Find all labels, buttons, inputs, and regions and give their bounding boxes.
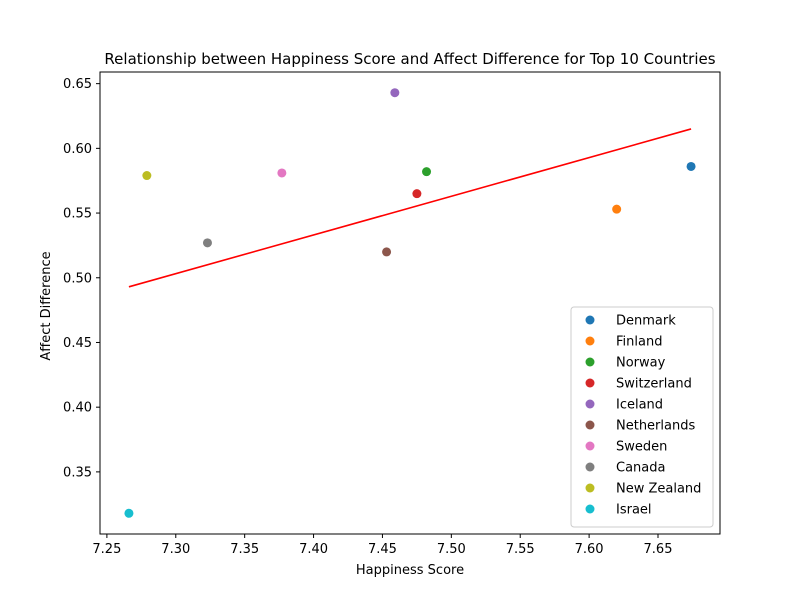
x-tick-label: 7.55	[506, 542, 535, 557]
x-tick-label: 7.25	[92, 542, 121, 557]
legend-label: Norway	[616, 356, 666, 371]
legend: Denmark Finland Norway Switzerland Iceland Ne…	[570, 306, 714, 528]
legend-label: Israel	[616, 503, 652, 518]
legend-marker-denmark	[585, 315, 595, 325]
data-point-switzerland	[412, 189, 422, 199]
legend-label: Switzerland	[616, 377, 692, 392]
x-tick-label: 7.65	[644, 542, 673, 557]
legend-label: Netherlands	[616, 419, 695, 434]
legend-label: Iceland	[616, 398, 663, 413]
x-tick-label: 7.30	[161, 542, 190, 557]
legend-label: Canada	[616, 461, 665, 476]
x-tick-label: 7.60	[575, 542, 604, 557]
legend-label: Denmark	[616, 314, 676, 329]
x-tick-label: 7.35	[230, 542, 259, 557]
legend-marker-new-zealand	[585, 483, 595, 493]
data-point-new-zealand	[142, 171, 152, 181]
data-point-israel	[124, 508, 134, 518]
axes-frame	[99, 71, 721, 535]
x-tick-label: 7.45	[368, 542, 397, 557]
data-point-netherlands	[382, 247, 392, 257]
legend-marker-iceland	[585, 399, 595, 409]
legend-marker-netherlands	[585, 420, 595, 430]
data-point-finland	[612, 204, 622, 214]
legend-marker-sweden	[585, 441, 595, 451]
y-axis-label: Affect Difference	[39, 251, 54, 360]
x-tick-label: 7.40	[299, 542, 328, 557]
legend-marker-switzerland	[585, 378, 595, 388]
legend-marker-canada	[585, 462, 595, 472]
data-point-norway	[422, 167, 432, 177]
plot-area: 7.25 7.30 7.35 7.40 7.45 7.50 7.55 7.60 7.65 0.35…	[63, 71, 721, 557]
y-tick-label: 0.45	[63, 336, 92, 351]
x-axis-label: Happiness Score	[356, 563, 464, 578]
y-tick-label: 0.40	[63, 401, 92, 416]
data-point-iceland	[390, 88, 400, 98]
y-tick-label: 0.55	[63, 207, 92, 222]
legend-marker-norway	[585, 357, 595, 367]
y-tick-label: 0.50	[63, 271, 92, 286]
data-point-denmark	[686, 161, 696, 171]
trend-line	[128, 128, 692, 288]
y-tick-label: 0.35	[63, 465, 92, 480]
legend-marker-israel	[585, 504, 595, 514]
legend-label: Finland	[616, 335, 662, 350]
data-point-sweden	[277, 168, 287, 178]
x-tick-label: 7.50	[437, 542, 466, 557]
legend-label: New Zealand	[616, 482, 701, 497]
y-tick-label: 0.65	[63, 77, 92, 92]
chart-title: Relationship between Happiness Score and…	[104, 50, 715, 68]
legend-box	[570, 306, 714, 528]
y-tick-label: 0.60	[63, 142, 92, 157]
legend-label: Sweden	[616, 440, 667, 455]
data-point-canada	[202, 238, 212, 248]
legend-marker-finland	[585, 336, 595, 346]
